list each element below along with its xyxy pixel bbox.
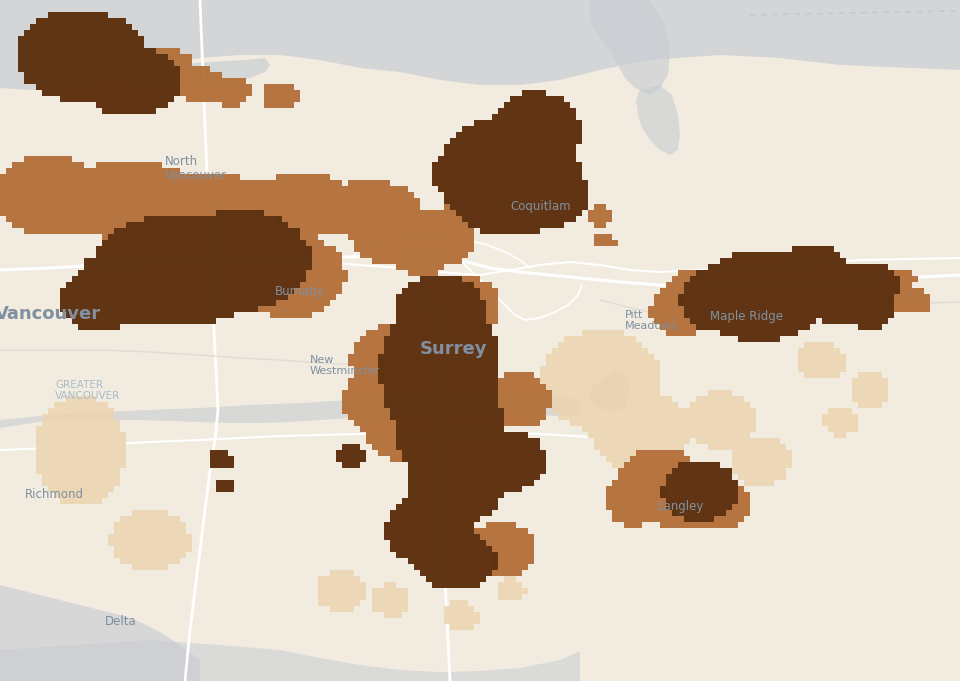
Text: Langley: Langley [658, 500, 705, 513]
Polygon shape [0, 640, 580, 681]
Text: Vancouver: Vancouver [0, 305, 101, 323]
Polygon shape [120, 58, 270, 85]
Text: Pitt
Meadows: Pitt Meadows [625, 310, 677, 331]
Polygon shape [0, 0, 960, 90]
Polygon shape [0, 580, 200, 681]
Polygon shape [590, 0, 670, 95]
Text: Delta: Delta [105, 615, 136, 628]
Text: Coquitlam: Coquitlam [510, 200, 570, 213]
Text: Richmond: Richmond [25, 488, 84, 501]
Text: Maple Ridge: Maple Ridge [710, 310, 783, 323]
Text: Surrey: Surrey [420, 340, 488, 358]
Text: North
Vancouver: North Vancouver [165, 155, 228, 182]
Polygon shape [590, 370, 630, 412]
Text: New
Westminster: New Westminster [310, 355, 380, 376]
Polygon shape [636, 85, 680, 155]
Text: GREATER
VANCOUVER: GREATER VANCOUVER [55, 380, 120, 401]
Text: Burnaby: Burnaby [275, 285, 324, 298]
Polygon shape [0, 392, 580, 428]
